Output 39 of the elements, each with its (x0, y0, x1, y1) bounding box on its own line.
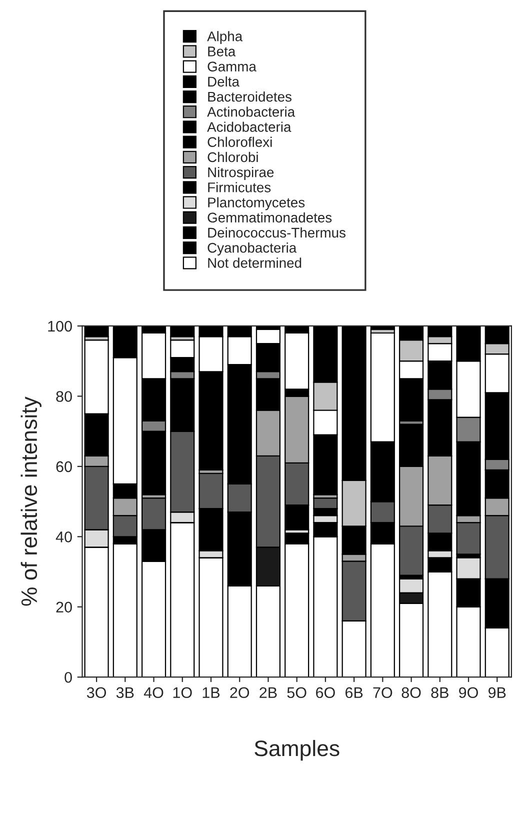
legend-label: Acidobacteria (207, 122, 292, 132)
x-tick-label: 8B (431, 687, 448, 698)
legend-label: Chloroflexi (208, 136, 272, 147)
y-tick-label: 0 (64, 672, 72, 683)
legend-label: Not determined (208, 258, 302, 268)
x-tick-label: 7O (373, 687, 392, 698)
y-tick-label: 20 (56, 602, 72, 613)
x-axis-title: Samples (254, 740, 340, 761)
x-tick-label: 6O (316, 687, 335, 698)
x-tick-label: 4O (144, 687, 164, 698)
y-tick-label: 60 (56, 461, 72, 472)
legend-label: Actinobacteria (207, 106, 296, 117)
legend-label: Firmicutes (208, 182, 271, 192)
legend-label: Alpha (207, 31, 243, 44)
x-tick-label: 2B (260, 687, 277, 698)
x-tick-label: 8O (402, 687, 421, 698)
legend-label: Chlorobi (208, 152, 258, 162)
legend-label: Delta (208, 76, 240, 87)
y-tick-label: 100 (48, 320, 72, 332)
x-tick-label: 2O (230, 687, 250, 698)
x-tick-label: 1O (173, 687, 192, 698)
x-tick-label: 9B (488, 687, 506, 698)
legend-label: Gemmatimonadetes (208, 212, 332, 223)
x-tick-label: 9O (459, 687, 478, 698)
x-tick-label: 1B (202, 687, 220, 698)
legend-label: Cyanobacteria (208, 242, 297, 256)
legend-label: Gamma (208, 62, 256, 72)
y-tick-label: 80 (56, 391, 72, 402)
legend-label: Bacteroidetes (208, 91, 292, 102)
legend-label: Beta (208, 46, 236, 56)
legend-label: Planctomycetes (208, 197, 305, 210)
legend-label: Deinococcus-Thermus (208, 227, 346, 238)
x-tick-label: 6B (345, 687, 363, 698)
x-tick-label: 3B (116, 687, 134, 698)
y-tick-label: 40 (56, 532, 72, 542)
x-tick-label: 3O (86, 687, 106, 698)
y-axis-title: % of relative intensity (20, 396, 42, 606)
legend-label: Nitrospirae (208, 167, 274, 180)
x-tick-label: 5O (287, 687, 306, 698)
